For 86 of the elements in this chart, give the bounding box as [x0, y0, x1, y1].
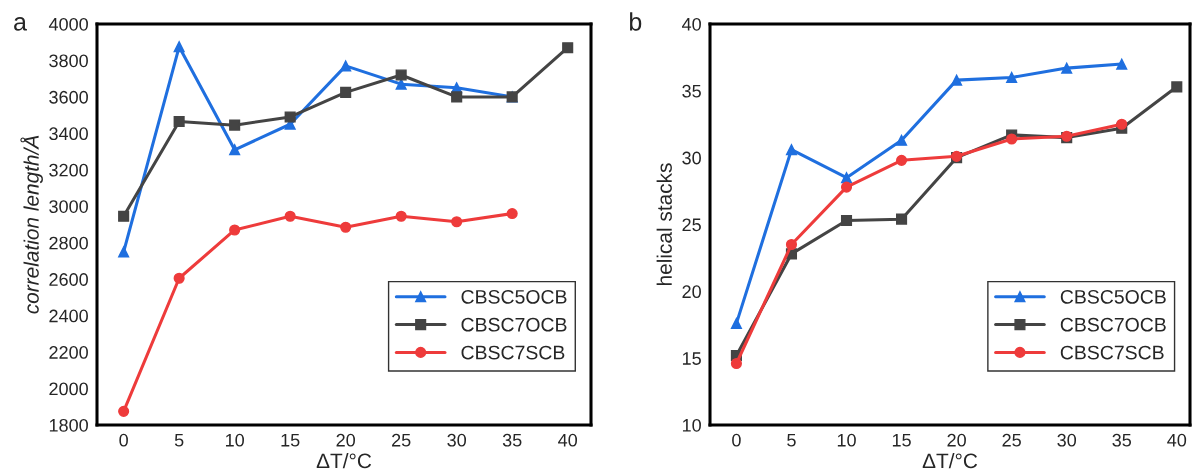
y-tick-label: 3800 [49, 54, 88, 68]
x-tick-label: 25 [392, 433, 411, 447]
point [1006, 71, 1018, 84]
x-tick-label: 0 [119, 433, 128, 447]
y-tick-label: 3400 [49, 127, 88, 141]
x-tick-label: 10 [837, 433, 856, 447]
legend-label: CBSC7SCB [461, 345, 565, 360]
legend-label: CBSC7OCB [1060, 317, 1166, 332]
y-tick-label: 25 [682, 218, 701, 232]
y-tick-label: 10 [682, 418, 701, 432]
point [730, 357, 742, 370]
x-tick-label: 30 [447, 433, 467, 447]
point [896, 154, 908, 166]
point [340, 86, 352, 98]
y-tick-label: 15 [682, 352, 701, 365]
legend-label: CBSC7SCB [1060, 345, 1164, 360]
point [896, 213, 908, 225]
point [562, 42, 574, 54]
legend-label: CBSC5OCB [1060, 289, 1166, 304]
y-tick-label: 20 [682, 285, 701, 299]
x-tick-label: 35 [502, 433, 522, 447]
point [451, 216, 463, 228]
x-tick-label: 20 [947, 433, 966, 447]
x-tick-label: 15 [281, 434, 300, 447]
point [229, 224, 241, 236]
point [340, 221, 352, 233]
point [951, 74, 963, 86]
x-axis-title: ΔT/°C [316, 452, 372, 469]
point [173, 41, 185, 53]
point [785, 238, 798, 251]
y-axis-title: helical stacks [656, 163, 672, 285]
point [1116, 118, 1128, 130]
x-tick-label: 0 [732, 433, 741, 447]
point [118, 210, 130, 222]
point [284, 210, 296, 222]
y-tick-label: 2000 [49, 382, 88, 396]
y-axis-title: correlation length/Å [20, 135, 43, 314]
point [284, 111, 296, 123]
x-tick-label: 5 [787, 434, 796, 447]
y-tick-label: 30 [682, 151, 701, 165]
point [506, 208, 518, 220]
point [896, 134, 908, 146]
y-tick-label: 2400 [49, 309, 88, 323]
point [340, 60, 352, 72]
x-axis-title: ΔT/°C [922, 452, 978, 469]
y-tick-label: 2600 [49, 273, 88, 286]
y-tick-label: 40 [682, 17, 701, 31]
point [840, 172, 853, 184]
y-tick-label: 3000 [49, 200, 88, 213]
x-tick-label: 35 [1112, 433, 1132, 447]
point [840, 181, 853, 193]
point [1171, 81, 1183, 93]
point [173, 115, 185, 128]
point [173, 272, 185, 284]
y-tick-label: 4000 [48, 17, 88, 31]
chart-title: a [14, 17, 27, 31]
point [229, 144, 241, 156]
x-tick-label: 40 [558, 433, 578, 447]
y-tick-label: 2200 [49, 346, 88, 359]
y-tick-label: 35 [682, 84, 701, 98]
point [730, 317, 742, 329]
x-tick-label: 10 [225, 433, 244, 447]
point [1061, 62, 1073, 74]
point [395, 69, 407, 81]
y-tick-label: 2800 [49, 236, 88, 250]
point [118, 246, 130, 258]
point [118, 405, 130, 417]
x-tick-label: 40 [1167, 433, 1187, 447]
x-tick-label: 15 [892, 434, 911, 447]
point [1006, 133, 1018, 145]
legend-label: CBSC5OCB [461, 289, 567, 304]
point [451, 91, 463, 103]
y-tick-label: 1800 [49, 418, 88, 432]
x-tick-label: 25 [1002, 433, 1021, 447]
y-tick-label: 3200 [49, 163, 88, 177]
y-tick-label: 3600 [49, 90, 88, 104]
point [229, 119, 241, 131]
chart-title: b [630, 12, 642, 31]
x-tick-label: 20 [336, 433, 355, 447]
point [1116, 58, 1128, 70]
point [785, 144, 798, 156]
legend-label: CBSC7OCB [461, 317, 567, 332]
point [840, 214, 853, 227]
x-tick-label: 5 [174, 434, 184, 447]
x-tick-label: 30 [1057, 433, 1077, 447]
point [395, 210, 407, 222]
